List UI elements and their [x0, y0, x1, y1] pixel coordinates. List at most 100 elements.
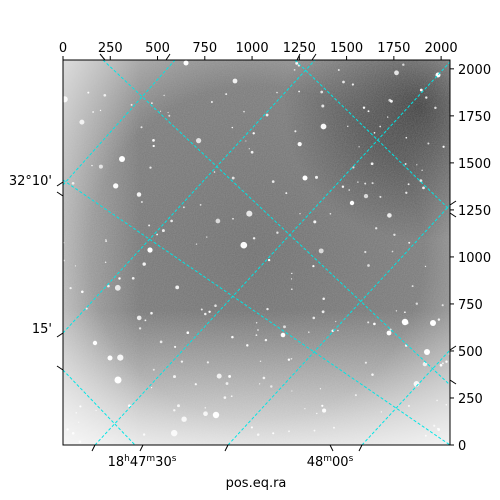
top-tick-label: 1250 [283, 41, 316, 56]
star [297, 141, 302, 147]
star [322, 297, 325, 300]
world-tick-mark [56, 365, 64, 371]
star [341, 185, 345, 188]
star [285, 192, 288, 195]
star [131, 276, 135, 280]
grid-line [361, 349, 450, 445]
star [351, 83, 355, 86]
star [71, 181, 75, 185]
star [371, 182, 374, 185]
star [391, 250, 394, 253]
star [98, 164, 103, 169]
star [445, 360, 448, 363]
star [342, 80, 345, 84]
world-coordinate-ticks [56, 53, 457, 452]
star [256, 433, 260, 436]
star [186, 331, 190, 335]
star [436, 399, 438, 402]
star [405, 191, 408, 194]
star [318, 248, 324, 254]
star [358, 146, 360, 148]
coordinate-grid [63, 60, 450, 445]
top-tick-label: 0 [59, 41, 67, 56]
star [170, 429, 178, 437]
star [421, 169, 423, 171]
star [370, 162, 374, 166]
star [204, 407, 207, 409]
star [148, 224, 151, 227]
star [294, 130, 297, 133]
star [313, 220, 317, 224]
star [138, 327, 142, 330]
star [416, 164, 418, 166]
top-tick-label: 750 [192, 41, 217, 56]
star [206, 361, 210, 364]
star [272, 432, 275, 435]
star [271, 180, 275, 183]
star [228, 374, 232, 378]
star [152, 144, 155, 148]
star [182, 206, 185, 209]
star [142, 262, 146, 266]
x-axis-label: pos.eq.ra [226, 476, 287, 491]
star [442, 145, 445, 148]
world-tick-mark [449, 345, 457, 351]
star [173, 409, 176, 412]
ra-tick-label-2: 48m00s [307, 454, 354, 470]
star [379, 125, 382, 128]
star [329, 212, 332, 215]
star [159, 340, 163, 344]
star [333, 426, 335, 429]
world-tick-mark [165, 53, 171, 61]
star [257, 329, 259, 331]
right-tick-label: 750 [458, 298, 483, 313]
star [387, 116, 389, 118]
star [177, 404, 180, 408]
bright-star [147, 247, 153, 253]
grid-line [63, 60, 316, 334]
right-tick-label: 0 [458, 439, 466, 454]
star [175, 285, 180, 290]
star-field [63, 60, 450, 444]
star [225, 382, 229, 385]
star [389, 99, 393, 103]
star [276, 231, 279, 234]
star [66, 428, 69, 431]
dec-tick-label-2: 15' [32, 322, 52, 337]
bright-star [119, 156, 125, 162]
right-pixel-ticks: 0 250 500 750 1000 1250 1500 1750 2000 [450, 63, 491, 454]
star [95, 409, 97, 412]
star [290, 288, 293, 291]
star [299, 213, 301, 215]
top-tick-label: 1750 [377, 41, 410, 56]
star [152, 139, 155, 142]
star [140, 200, 143, 204]
star [295, 61, 299, 65]
star [445, 404, 448, 406]
star [371, 373, 374, 376]
bright-star [280, 332, 286, 338]
star [136, 315, 142, 321]
star [152, 368, 155, 371]
star [312, 316, 316, 320]
world-tick-mark [139, 444, 144, 452]
world-tick-mark [311, 53, 317, 61]
star [161, 229, 165, 233]
star [290, 278, 293, 280]
star [367, 264, 370, 267]
star [78, 440, 82, 444]
star [75, 411, 78, 414]
star [437, 318, 441, 321]
star [364, 250, 367, 254]
star [216, 373, 222, 379]
star [364, 182, 367, 185]
star [348, 189, 350, 191]
star [74, 265, 77, 267]
star [203, 411, 208, 417]
right-tick-label: 1000 [458, 251, 491, 266]
star [105, 239, 107, 241]
star [250, 426, 253, 429]
star [313, 429, 316, 432]
star [163, 94, 165, 97]
bright-star [386, 330, 392, 336]
